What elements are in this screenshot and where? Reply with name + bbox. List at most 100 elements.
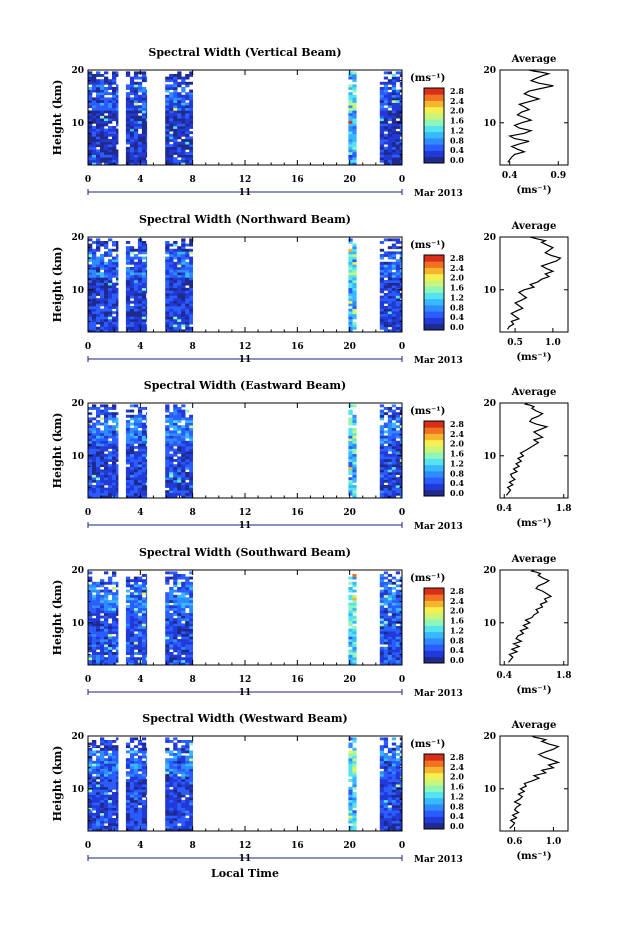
date-label: Mar 2013 [414, 855, 463, 865]
colorbar-segment [424, 625, 444, 633]
spectral-width-panel-1: Spectral Width (Vertical Beam) 0 4 8 12 16 20 0… [51, 46, 464, 199]
x-tick-label: 0 [399, 508, 405, 518]
colorbar-frame [423, 420, 445, 497]
colorbar-frame [423, 753, 445, 830]
spectral-width-panel-2: Spectral Width (Northward Beam) 0 4 8 12 16 20… [51, 213, 464, 366]
colorbar-segment [424, 477, 444, 484]
colorbar-segment [424, 421, 444, 428]
colorbar-tick-label: 1.6 [450, 616, 464, 626]
x-tick-label: 4 [137, 841, 143, 851]
colorbar-segment [424, 286, 444, 293]
colorbar-tick-label: 0.8 [450, 302, 464, 312]
colorbar-tick-label: 1.6 [450, 116, 464, 126]
x-tick-label: 16 [291, 175, 304, 185]
x-tick-label: 0.4 [502, 171, 518, 181]
colorbar-tick-label: 2.4 [450, 96, 464, 106]
y-axis-label: Height (km) [51, 247, 64, 323]
colorbar-tick-label: 2.8 [450, 86, 464, 96]
y-tick-label: 10 [71, 286, 84, 296]
colorbar-segment [424, 631, 444, 639]
x-tick-label: 0.9 [550, 171, 566, 181]
average-frame [499, 69, 569, 166]
x-tick-label: 12 [239, 342, 252, 352]
x-tick-label: 8 [190, 508, 196, 518]
average-frame [499, 236, 569, 333]
colorbar-segment [424, 594, 444, 601]
heatmap-cells [88, 737, 403, 832]
colorbar-frame [423, 254, 445, 331]
y-axis-label: Height (km) [51, 80, 64, 156]
heatmap-cells [88, 571, 403, 666]
x-tick-label: 4 [137, 342, 143, 352]
colorbar-tick-label: 2.8 [450, 586, 464, 596]
colorbar-segment [424, 100, 444, 108]
colorbar-segment [424, 433, 444, 441]
x-axis-label: Local Time [211, 867, 279, 880]
heatmap-cells [88, 71, 403, 166]
colorbar-segment [424, 273, 444, 281]
y-tick-label: 20 [483, 399, 496, 409]
day-label: 11 [239, 521, 252, 531]
x-tick-label: 0 [399, 841, 405, 851]
average-frame [499, 402, 569, 499]
x-tick-label: 12 [239, 675, 252, 685]
colorbar-segment [424, 94, 444, 101]
average-line [508, 569, 553, 663]
colorbar-segment [424, 156, 444, 164]
colorbar-tick-label: 1.2 [450, 125, 464, 135]
x-tick-label: 20 [343, 508, 356, 518]
heatmap-cells [88, 238, 403, 333]
y-tick-label: 20 [71, 66, 84, 76]
x-tick-label: 20 [343, 175, 356, 185]
colorbar-segment [424, 483, 444, 491]
x-tick-label: 12 [239, 175, 252, 185]
x-tick-label: 1.8 [556, 504, 572, 514]
day-label: 11 [239, 355, 252, 365]
x-tick-label: 4 [137, 675, 143, 685]
average-profile-3: Average 10 20 0.4 1.8 (ms⁻¹) [483, 387, 571, 529]
colorbar-segment [424, 638, 444, 645]
date-label: Mar 2013 [414, 689, 463, 699]
panel-title: Spectral Width (Westward Beam) [142, 712, 347, 725]
colorbar-segment [424, 644, 444, 651]
y-tick-label: 20 [71, 233, 84, 243]
x-tick-label: 0 [399, 675, 405, 685]
x-tick-label: 8 [190, 841, 196, 851]
average-line [507, 236, 562, 330]
colorbar-segment [424, 822, 444, 830]
x-tick-label: 12 [239, 841, 252, 851]
colorbar-tick-label: 0.8 [450, 635, 464, 645]
y-tick-label: 10 [71, 119, 84, 129]
colorbar-segment [424, 317, 444, 325]
colorbar-tick-label: 0.0 [450, 155, 464, 165]
colorbar-frame [423, 587, 445, 664]
colorbar-tick-label: 0.4 [450, 145, 464, 155]
colorbar-segment [424, 267, 444, 275]
x-tick-label: 1.0 [545, 338, 561, 348]
colorbar-tick-label: 0.4 [450, 645, 464, 655]
colorbar-segment [424, 255, 444, 262]
colorbar-tick-label: 1.2 [450, 292, 464, 302]
colorbar-segment [424, 458, 444, 466]
x-tick-label: 0.5 [507, 338, 523, 348]
x-tick-label: 0 [399, 342, 405, 352]
day-label: 11 [239, 688, 252, 698]
panel-title: Spectral Width (Northward Beam) [139, 213, 351, 226]
y-tick-label: 10 [483, 119, 496, 129]
spectral-width-panel-5: Spectral Width (Westward Beam) 0 4 8 12 16 20 0… [51, 712, 464, 865]
colorbar-segment [424, 619, 444, 626]
colorbar-tick-label: 2.8 [450, 253, 464, 263]
colorbar-tick-label: 1.2 [450, 458, 464, 468]
x-tick-label: 0.4 [496, 504, 512, 514]
x-tick-label: 8 [190, 175, 196, 185]
x-tick-label: 0.4 [496, 671, 512, 681]
panel-title: Spectral Width (Southward Beam) [139, 546, 351, 559]
x-tick-label: 16 [291, 841, 304, 851]
colorbar-tick-label: 0.8 [450, 468, 464, 478]
y-tick-label: 20 [71, 732, 84, 742]
y-tick-label: 10 [71, 785, 84, 795]
colorbar-tick-label: 0.0 [450, 655, 464, 665]
colorbar-segment [424, 810, 444, 817]
colorbar-segment [424, 471, 444, 478]
colorbar-segment [424, 131, 444, 139]
